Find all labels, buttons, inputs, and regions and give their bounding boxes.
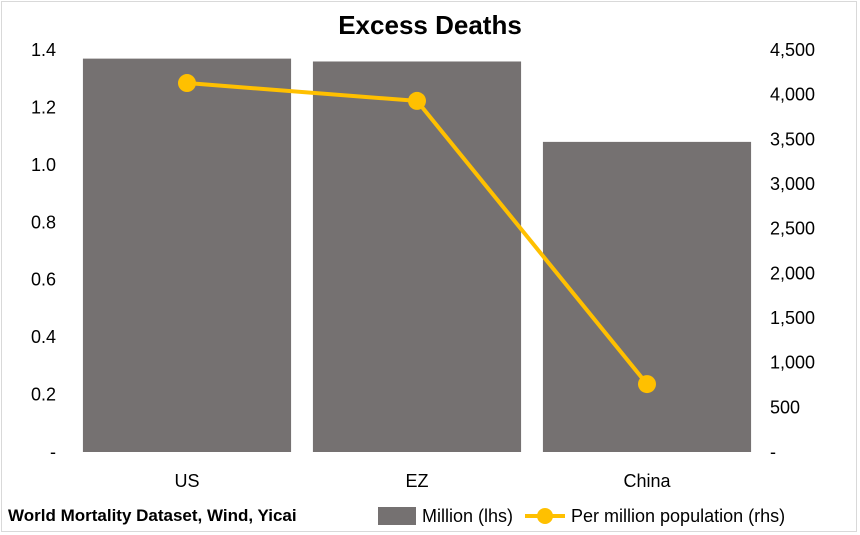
legend-item-bars: Million (lhs) (378, 506, 513, 527)
line-point (408, 91, 426, 110)
bar (312, 61, 522, 452)
line-point (178, 74, 196, 93)
right-axis-tick-label: 2,500 (770, 219, 815, 239)
legend-line-marker (537, 508, 554, 524)
x-axis-tick-label: US (174, 471, 199, 491)
right-axis-tick-label: 4,000 (770, 85, 815, 105)
left-axis-tick-label: 0.2 (31, 385, 56, 405)
x-axis-tick-label: EZ (405, 471, 428, 491)
x-axis-tick-label: China (623, 471, 671, 491)
left-axis-tick-label: 1.2 (31, 97, 56, 117)
legend-swatch-bar (378, 507, 416, 525)
right-axis-tick-label: 1,000 (770, 353, 815, 373)
left-axis-tick-label: 0.6 (31, 270, 56, 290)
right-axis-tick-label: 2,000 (770, 263, 815, 283)
left-axis-tick-label: 0.4 (31, 327, 56, 347)
right-axis-tick-label: 3,000 (770, 174, 815, 194)
right-axis-tick-label: 500 (770, 397, 800, 417)
right-axis-tick-label: 1,500 (770, 308, 815, 328)
legend: Million (lhs) Per million population (rh… (378, 504, 795, 528)
left-axis-tick-label: 0.8 (31, 212, 56, 232)
left-axis-tick-label: 1.0 (31, 155, 56, 175)
left-axis-tick-label: 1.4 (31, 40, 56, 60)
bar (82, 58, 292, 452)
legend-item-line: Per million population (rhs) (523, 506, 785, 527)
right-axis-tick-label: 3,500 (770, 129, 815, 149)
chart-title: Excess Deaths (338, 10, 522, 40)
source-note: World Mortality Dataset, Wind, Yicai (8, 506, 297, 525)
right-axis-tick-label: 4,500 (770, 40, 815, 60)
left-axis-tick-label: - (50, 442, 56, 462)
legend-label-line: Per million population (rhs) (571, 505, 786, 526)
legend-swatch-line (525, 508, 566, 524)
line-point (638, 375, 656, 394)
right-axis-tick-label: - (770, 442, 776, 462)
legend-label-bars: Million (lhs) (422, 505, 514, 526)
